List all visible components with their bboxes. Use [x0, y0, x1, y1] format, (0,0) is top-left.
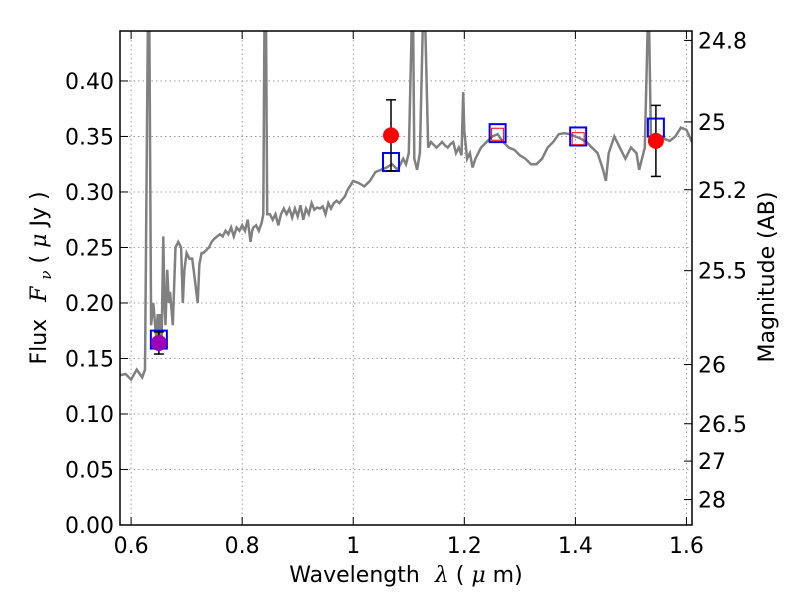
measured-hollow-marker	[491, 127, 505, 141]
y-label-unit-sym: μ	[27, 234, 52, 248]
x-tick-label: 1.4	[558, 534, 593, 559]
plot-frame	[119, 30, 693, 526]
model-square-marker	[569, 126, 588, 147]
y-tick-label: 0.30	[65, 181, 114, 206]
x-tick-label: 1	[346, 534, 360, 559]
x-tick-label: 0.6	[114, 534, 149, 559]
y-tick-label: 0.40	[65, 70, 114, 95]
y-tick-label: 0.10	[65, 403, 114, 428]
x-label-unit-rest: m)	[493, 563, 523, 588]
x-label-prefix: Wavelength	[289, 563, 420, 588]
measured-hollow-marker	[571, 132, 585, 146]
y2-tick-label: 28	[698, 489, 726, 514]
y-axis-label: Flux F ν ( μ Jy )	[27, 191, 57, 364]
y-tick-label: 0.20	[65, 292, 114, 317]
y-label-prefix: Flux	[27, 319, 52, 365]
measured-point	[647, 132, 664, 149]
y-label-symbol: F	[27, 286, 52, 303]
x-axis-label: Wavelength λ ( μ m)	[289, 563, 522, 588]
y2-tick-label: 25.2	[698, 179, 747, 204]
model-square-marker	[488, 123, 507, 144]
y2-tick-label: 26.5	[698, 413, 747, 438]
y-label-subscript: ν	[37, 270, 55, 279]
grid-lines	[120, 31, 692, 526]
y-label-unit-rest: Jy )	[27, 191, 52, 228]
x-label-unit-open: (	[456, 563, 465, 588]
y-tick-label: 0.35	[65, 125, 114, 150]
y-tick-label: 0.15	[65, 347, 114, 372]
y-label-unit-open: (	[27, 248, 52, 264]
measured-point	[383, 127, 400, 144]
y2-axis-label: Magnitude (AB)	[755, 192, 780, 363]
x-tick-label: 0.8	[225, 534, 260, 559]
spectrum-line	[120, 31, 692, 382]
x-label-symbol: λ	[434, 563, 449, 588]
y-tick-label: 0.05	[65, 458, 114, 483]
x-tick-label: 1.6	[669, 534, 704, 559]
x-tick-label: 1.2	[447, 534, 482, 559]
photometry-points	[149, 99, 665, 355]
axis-ticks: 0.6 0.8 1 1.2 1.4 1.6 0.00 0.05 0.10 0.15 0.20 0.25…	[65, 29, 747, 559]
spectrum-series	[120, 31, 692, 382]
y2-tick-label: 26	[698, 354, 726, 379]
measured-point	[150, 334, 167, 351]
x-label-unit-sym: μ	[471, 563, 485, 588]
y2-tick-label: 25	[698, 111, 726, 136]
y2-tick-label: 27	[698, 450, 726, 475]
y-tick-label: 0.00	[65, 514, 114, 539]
y-tick-label: 0.25	[65, 236, 114, 261]
y2-tick-label: 25.5	[698, 260, 747, 285]
y2-tick-label: 24.8	[698, 29, 747, 54]
